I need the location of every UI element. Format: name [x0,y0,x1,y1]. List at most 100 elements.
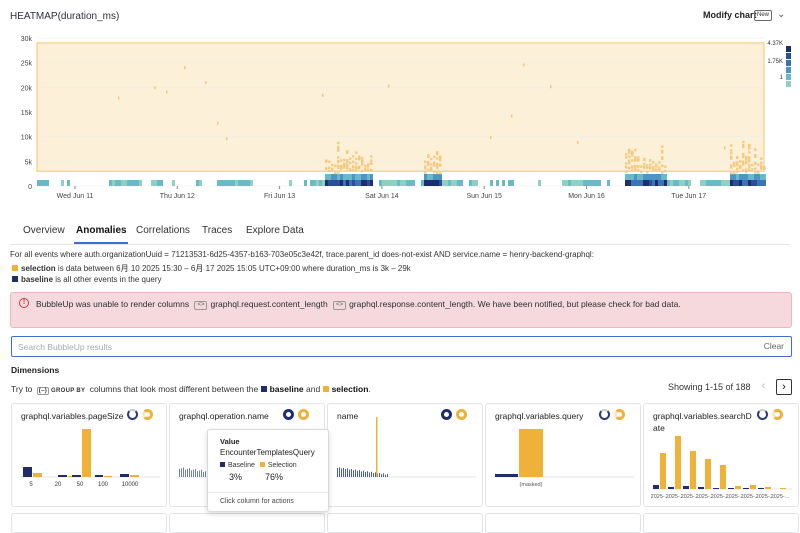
heat-cell [112,180,115,186]
heat-cell [325,174,328,180]
heat-cell [118,180,121,186]
selection-cell [637,159,640,162]
selection-cell [730,166,733,169]
heat-cell [664,174,667,180]
dimensions-heading: Dimensions [11,365,60,375]
dimension-card[interactable] [643,513,799,533]
tab-overview[interactable]: Overview [23,225,65,236]
selection-cell [748,158,751,162]
dimension-card[interactable]: graphql.variables.query (masked) [485,403,641,507]
hint-baseline: baseline [269,384,304,394]
heat-cell [661,174,664,180]
selection-cell [340,164,343,168]
selection-cell [631,154,634,157]
y-tick-label: 0 [28,184,32,191]
baseline-label: baseline [21,275,54,284]
dimension-card[interactable] [11,513,167,533]
heat-cell [172,180,175,186]
selection-cell [754,148,757,151]
baseline-bar [369,472,370,477]
heat-cell [607,180,610,186]
baseline-bar [373,473,374,477]
selection-bar [675,436,681,489]
selection-label: selection [21,264,56,273]
tab-explore-data[interactable]: Explore Data [246,225,304,236]
baseline-bar [347,468,348,477]
baseline-bar [363,470,364,477]
heat-cell [334,174,337,180]
scale-swatch [786,67,791,73]
heat-cell [472,180,475,186]
selection-cell [439,156,442,159]
clear-button[interactable]: Clear [763,341,784,351]
search-input[interactable] [18,340,718,354]
y-tick-label: 15k [21,110,33,117]
dimension-card[interactable] [485,513,641,533]
selection-cell [634,164,637,168]
tooltip-selection-pct: 76% [265,472,284,482]
heat-cell [223,180,226,186]
selection-cell [625,165,628,169]
baseline-swatch [260,386,267,392]
prev-page-button[interactable]: ‹ [756,379,771,395]
selection-cell [322,93,324,97]
card-title: graphql.variables.searchD ate [653,410,752,434]
selection-cell [364,167,367,170]
dimension-card[interactable]: graphql.variables.pageSize 5 20 50 100 1… [11,403,167,507]
heat-cell [247,180,250,186]
selection-cell [763,165,766,169]
selection-cell [355,157,358,161]
card-bar-chart: 2025-...2025-...2025-...2025-...2025-...… [651,436,792,500]
selection-cell [325,167,328,170]
heat-cell [739,180,742,186]
heatmap-chart[interactable]: 30k 25k 20k 15k 10k 5k 0 Wed Jun 11 Thu Jun 12 F… [0,30,800,205]
selection-bar [130,475,139,477]
heat-cell [628,180,631,186]
selection-cell [433,170,436,174]
heat-cell [427,174,430,180]
dimension-card[interactable] [327,513,483,533]
query-filter-text: For all events where auth.organizationUu… [10,250,594,259]
selection-cell [730,156,733,159]
selection-cell [730,144,733,147]
heat-cell [331,180,334,186]
selection-cell [439,163,442,166]
heat-cell [454,180,457,186]
heat-cell [139,180,142,186]
chevron-down-icon[interactable]: ⌄ [777,9,786,20]
tab-correlations[interactable]: Correlations [136,225,190,236]
next-page-button[interactable]: › [776,379,792,395]
heat-cell [658,180,661,186]
heat-cell [358,174,361,180]
modify-chart-button[interactable]: Modify chart [703,10,757,20]
heat-cell [676,180,679,186]
scale-swatch [786,46,791,52]
selection-cell [337,156,340,159]
dimension-card[interactable]: graphql.variables.searchD ate 2025-... 202… [643,403,799,507]
tab-anomalies[interactable]: Anomalies [76,225,127,236]
selection-bar [519,429,543,477]
selection-bar [780,488,786,489]
heat-cell [745,180,748,186]
heat-cell [709,180,712,186]
selection-legend: selection is data between 6月 10 2025 15:… [12,263,411,274]
scale-swatch [786,81,791,87]
heat-cell [490,180,493,186]
selection-cell [745,157,748,161]
y-tick-label: 25k [21,61,33,68]
heat-cell [664,180,667,186]
dimension-card[interactable] [169,513,325,533]
selection-cell [340,166,343,169]
dimension-card[interactable]: name [327,403,483,507]
tab-traces[interactable]: Traces [202,225,233,236]
baseline-bar [205,471,206,477]
selection-cell [658,166,661,170]
code-icon: <> [194,301,208,310]
baseline-ring-icon [127,409,138,420]
heat-cell [61,180,64,186]
baseline-bar [187,469,188,477]
selection-bar [690,451,696,489]
heat-cell [430,174,433,180]
tooltip-baseline-label: Baseline [228,462,255,469]
chart-title: HEATMAP(duration_ms) [10,11,120,22]
